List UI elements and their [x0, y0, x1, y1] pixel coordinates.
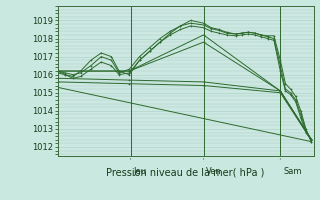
- Text: Jeu: Jeu: [133, 167, 147, 176]
- Text: Sam: Sam: [283, 167, 301, 176]
- Text: Ven: Ven: [206, 167, 222, 176]
- X-axis label: Pression niveau de la mer( hPa ): Pression niveau de la mer( hPa ): [107, 167, 265, 177]
